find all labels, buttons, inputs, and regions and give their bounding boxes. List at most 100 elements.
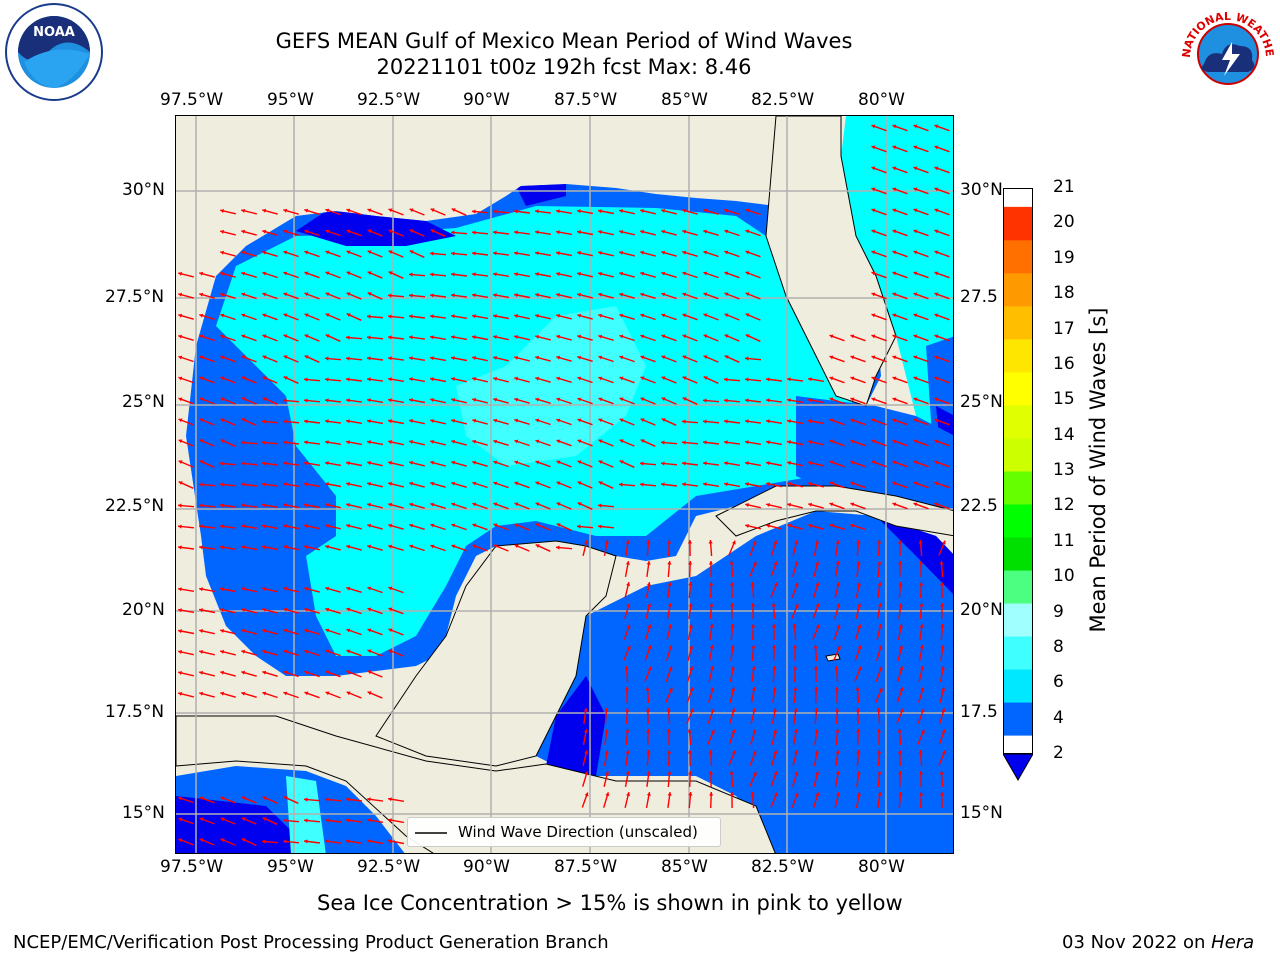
wind-arrow-head — [836, 624, 841, 629]
wind-arrow-head — [325, 670, 330, 675]
wind-arrow-head — [241, 503, 245, 508]
lat-label-left: 15°N — [122, 803, 165, 823]
wind-arrow-head — [430, 523, 435, 528]
wind-arrow-head — [772, 645, 777, 649]
gulf-deep-la — [516, 184, 566, 206]
wind-arrow-head — [430, 398, 434, 403]
wind-arrow-head — [934, 145, 939, 150]
wind-arrow-head — [878, 666, 883, 671]
wind-arrow-head — [688, 561, 693, 565]
wind-arrow-head — [514, 293, 518, 298]
wind-arrow-head — [283, 229, 288, 234]
wind-arrow-head — [918, 750, 923, 754]
colorbar-tick-label: 16 — [1053, 353, 1075, 374]
wind-arrow-head — [325, 419, 329, 424]
wind-arrow-head — [661, 440, 665, 445]
colorbar-tick-label: 20 — [1053, 212, 1075, 233]
wind-arrow-head — [325, 797, 329, 802]
wind-arrow-head — [304, 797, 308, 802]
wind-arrow-head — [920, 729, 925, 734]
wind-arrow-head — [871, 418, 876, 423]
wind-arrow-head — [178, 481, 183, 485]
wind-arrow-head — [262, 587, 266, 591]
wind-arrow-head — [598, 503, 602, 508]
wind-arrow-head — [367, 398, 371, 403]
wind-arrow-head — [709, 582, 714, 586]
wind-arrow-head — [241, 649, 246, 654]
wind-arrow-head — [682, 461, 686, 466]
wind-arrow-head — [813, 645, 818, 649]
wind-arrow-head — [583, 729, 588, 733]
wind-arrow-head — [724, 419, 728, 424]
wind-arrow-head — [703, 419, 707, 424]
wind-arrow-head — [556, 251, 560, 256]
wind-arrow-head — [892, 124, 897, 129]
wind-arrow-head — [556, 439, 561, 444]
wind-arrow-head — [367, 670, 372, 675]
wind-arrow-head — [913, 334, 918, 339]
colorbar-tick-label: 19 — [1053, 247, 1075, 268]
wind-arrow-head — [920, 708, 925, 713]
wind-arrow-head — [346, 335, 350, 340]
wind-arrow-head — [199, 545, 203, 550]
wind-arrow-head — [493, 460, 498, 465]
wind-arrow-head — [766, 419, 770, 424]
wind-arrow-head — [682, 313, 687, 318]
wind-arrow-head — [940, 624, 945, 628]
wind-arrow-head — [773, 729, 778, 734]
atlantic-ocean — [841, 116, 953, 456]
wind-arrow-head — [367, 523, 372, 528]
wind-arrow-head — [241, 817, 246, 822]
wind-arrow-head — [913, 376, 918, 381]
wind-arrow-head — [729, 582, 734, 586]
wind-arrow-head — [220, 691, 225, 696]
wind-arrow-head — [304, 271, 309, 276]
wind-arrow-head — [430, 208, 435, 213]
lat-label-right: 22.5 — [960, 496, 998, 516]
lon-label-bottom: 90°W — [463, 857, 510, 877]
wind-arrow-head — [388, 314, 392, 319]
lat-label-left: 27.5°N — [105, 287, 165, 307]
wind-arrow-head — [241, 587, 245, 592]
wind-arrow-head — [241, 334, 246, 339]
wind-arrow-head — [877, 540, 882, 544]
wind-arrow-head — [199, 503, 203, 508]
wind-arrow-head — [584, 771, 589, 776]
wind-arrow-head — [940, 645, 945, 649]
wind-arrow-head — [892, 397, 897, 402]
wind-arrow-head — [514, 460, 519, 465]
wind-arrow-head — [577, 376, 582, 381]
wind-arrow-head — [640, 355, 645, 360]
wind-arrow-head — [647, 666, 652, 671]
wind-arrow-head — [724, 377, 728, 382]
wind-arrow-head — [667, 771, 672, 775]
wind-arrow-head — [178, 691, 183, 696]
wind-arrow-head — [325, 208, 330, 213]
wind-arrow-head — [367, 377, 371, 382]
colorbar-tick-label: 12 — [1053, 495, 1075, 516]
wind-arrow-head — [199, 629, 203, 634]
wind-arrow-head — [730, 645, 735, 649]
wind-arrow-head — [787, 523, 792, 528]
wind-arrow-head — [346, 208, 351, 213]
wind-arrow-head — [773, 561, 778, 566]
wind-arrow-head — [892, 250, 897, 255]
wind-arrow-head — [325, 818, 329, 823]
wind-arrow-head — [220, 292, 225, 297]
wind-arrow-head — [941, 729, 946, 734]
wind-arrow-head — [752, 771, 757, 776]
wind-arrow-head — [409, 314, 413, 319]
wind-arrow-head — [667, 582, 672, 586]
wind-arrow-head — [766, 440, 770, 445]
wind-arrow-head — [283, 250, 288, 255]
wind-arrow-head — [367, 839, 371, 844]
wind-arrow-head — [388, 293, 392, 298]
wind-arrow-head — [199, 650, 203, 654]
wind-arrow-head — [262, 271, 267, 276]
colorbar-under-triangle — [1003, 754, 1033, 782]
wind-arrow-head — [836, 582, 841, 587]
wind-arrow-head — [724, 292, 729, 297]
sea-ice-note: Sea Ice Concentration > 15% is shown in … — [317, 891, 903, 915]
wind-arrow-head — [745, 313, 750, 318]
wind-arrow-head — [745, 461, 749, 466]
